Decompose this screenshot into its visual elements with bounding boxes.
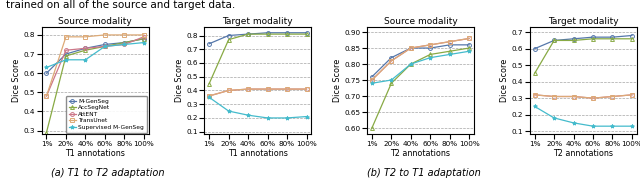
Text: (b) T2 to T1 adaptation: (b) T2 to T1 adaptation	[367, 168, 481, 178]
Title: Source modality: Source modality	[58, 17, 132, 27]
Y-axis label: Dice Score: Dice Score	[333, 59, 342, 102]
X-axis label: T2 annotations: T2 annotations	[553, 149, 613, 158]
Text: trained on all of the source and target data.: trained on all of the source and target …	[6, 0, 236, 10]
Title: Target modality: Target modality	[548, 17, 619, 27]
Y-axis label: Dice Score: Dice Score	[175, 59, 184, 102]
Y-axis label: Dice Score: Dice Score	[500, 59, 509, 102]
Legend: M-GenSeg, AccSegNet, AttENT, TransUnet, Supervised M-GenSeg: M-GenSeg, AccSegNet, AttENT, TransUnet, …	[66, 96, 147, 133]
X-axis label: T1 annotations: T1 annotations	[228, 149, 288, 158]
Text: (a) T1 to T2 adaptation: (a) T1 to T2 adaptation	[51, 168, 164, 178]
Title: Source modality: Source modality	[384, 17, 458, 27]
X-axis label: T1 annotations: T1 annotations	[65, 149, 125, 158]
Title: Target modality: Target modality	[223, 17, 293, 27]
X-axis label: T2 annotations: T2 annotations	[390, 149, 451, 158]
Y-axis label: Dice Score: Dice Score	[12, 59, 21, 102]
